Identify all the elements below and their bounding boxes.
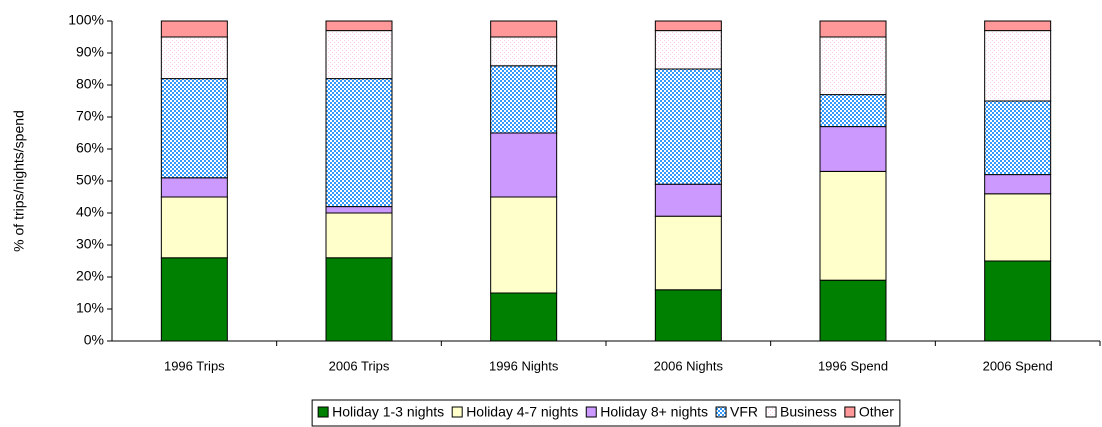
bar-segment <box>325 78 393 208</box>
y-tick-label: 20% <box>76 268 104 284</box>
bar-segment <box>819 126 887 172</box>
legend-swatch <box>765 406 777 418</box>
legend: Holiday 1-3 nights Holiday 4-7 nights Holi… <box>311 399 901 427</box>
x-tick-label: 1996 Trips <box>164 358 225 373</box>
x-tick-label: 1996 Nights <box>489 358 559 373</box>
legend-swatch <box>451 406 463 418</box>
y-tick-label: 80% <box>76 76 104 92</box>
bar-segment <box>984 260 1052 342</box>
bar-segment <box>325 20 393 32</box>
legend-swatch <box>317 406 329 418</box>
bar-segment <box>819 279 887 342</box>
y-tick-label: 90% <box>76 44 104 60</box>
bar-segment <box>819 20 887 38</box>
y-tick-label: 30% <box>76 236 104 252</box>
legend-label: VFR <box>730 404 758 420</box>
bar-segment <box>325 212 393 259</box>
y-tick-label: 70% <box>76 108 104 124</box>
bar-segment <box>490 196 558 294</box>
y-tick-label: 60% <box>76 140 104 156</box>
bar-segment <box>160 36 228 80</box>
legend-swatch <box>715 406 727 418</box>
y-tick-label: 0% <box>84 332 104 348</box>
legend-label: Holiday 8+ nights <box>600 404 708 420</box>
bar-segment <box>160 257 228 342</box>
legend-box <box>311 399 901 427</box>
bar-segment <box>160 196 228 259</box>
y-tick-label: 100% <box>68 12 104 28</box>
legend-label: Holiday 4-7 nights <box>466 404 578 420</box>
legend-label: Holiday 1-3 nights <box>332 404 444 420</box>
bar-segment <box>160 177 228 198</box>
bar-segment <box>819 170 887 281</box>
y-tick-label: 40% <box>76 204 104 220</box>
bar-segment <box>490 20 558 38</box>
bar-segment <box>654 289 722 342</box>
bar-segment <box>654 183 722 217</box>
bar-segment <box>160 20 228 38</box>
bar-segment <box>984 100 1052 176</box>
y-tick-label: 10% <box>76 300 104 316</box>
bar-segment <box>654 30 722 70</box>
bar-segment <box>325 206 393 214</box>
bar-segment <box>654 20 722 32</box>
x-tick-label: 2006 Trips <box>329 358 390 373</box>
bar-segment <box>490 65 558 134</box>
bar-segment <box>490 292 558 342</box>
legend-swatch <box>585 406 597 418</box>
y-axis-label: % of trips/nights/spend <box>11 110 27 252</box>
bar-segment <box>819 94 887 128</box>
legend-label: Business <box>780 404 837 420</box>
bar-segment <box>490 36 558 67</box>
bar-segment <box>490 132 558 198</box>
bar-segment <box>160 78 228 179</box>
bar-segment <box>819 36 887 96</box>
bar-segment <box>984 193 1052 262</box>
x-tick-label: 2006 Spend <box>983 358 1053 373</box>
bar-segment <box>325 257 393 342</box>
bar-segment <box>654 68 722 185</box>
legend-swatch <box>844 406 856 418</box>
bar-segment <box>325 30 393 80</box>
x-tick-label: 1996 Spend <box>818 358 888 373</box>
x-tick-label: 2006 Nights <box>654 358 724 373</box>
y-tick-label: 50% <box>76 172 104 188</box>
bar-segment <box>984 30 1052 102</box>
legend-label: Other <box>859 404 894 420</box>
bar-segment <box>654 215 722 291</box>
bar-segment <box>984 20 1052 32</box>
bar-segment <box>984 174 1052 195</box>
